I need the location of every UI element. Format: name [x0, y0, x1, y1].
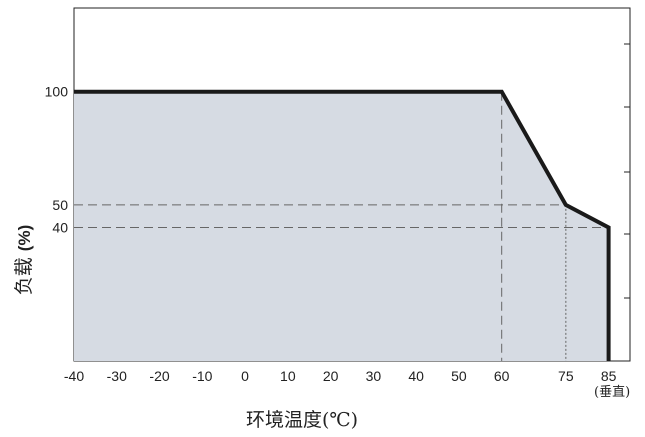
- y-axis-unit: (%): [15, 225, 34, 251]
- y-axis-label: 负载: [13, 257, 35, 295]
- x-tick-label: -30: [107, 368, 127, 384]
- derating-curve: [74, 89, 611, 361]
- x-tick-label: 30: [366, 368, 382, 384]
- x-tick-label: 85: [601, 368, 617, 384]
- x-axis-title: 环境温度(℃): [246, 409, 358, 431]
- x-tick-label: 75: [558, 368, 574, 384]
- x-tick-label: 50: [451, 368, 467, 384]
- orientation-note: (垂直): [594, 385, 630, 400]
- x-tick-label: 40: [408, 368, 424, 384]
- x-tick-label: 10: [280, 368, 296, 384]
- x-tick-label: -10: [192, 368, 212, 384]
- x-tick-label: -20: [149, 368, 169, 384]
- y-tick-label: 40: [52, 219, 68, 235]
- x-tick-label: -40: [64, 368, 84, 384]
- x-tick-label: 20: [323, 368, 339, 384]
- x-tick-label: 60: [494, 368, 510, 384]
- operating-area-fill: [74, 91, 609, 361]
- y-tick-label: 100: [45, 84, 69, 100]
- y-axis-title: 负载 (%): [13, 225, 35, 296]
- x-tick-label: 0: [241, 368, 249, 384]
- y-tick-label: 50: [52, 197, 68, 213]
